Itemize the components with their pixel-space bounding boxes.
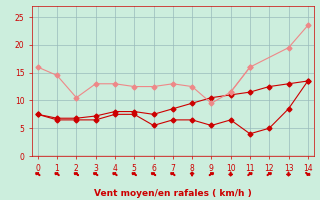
X-axis label: Vent moyen/en rafales ( km/h ): Vent moyen/en rafales ( km/h ) <box>94 189 252 198</box>
